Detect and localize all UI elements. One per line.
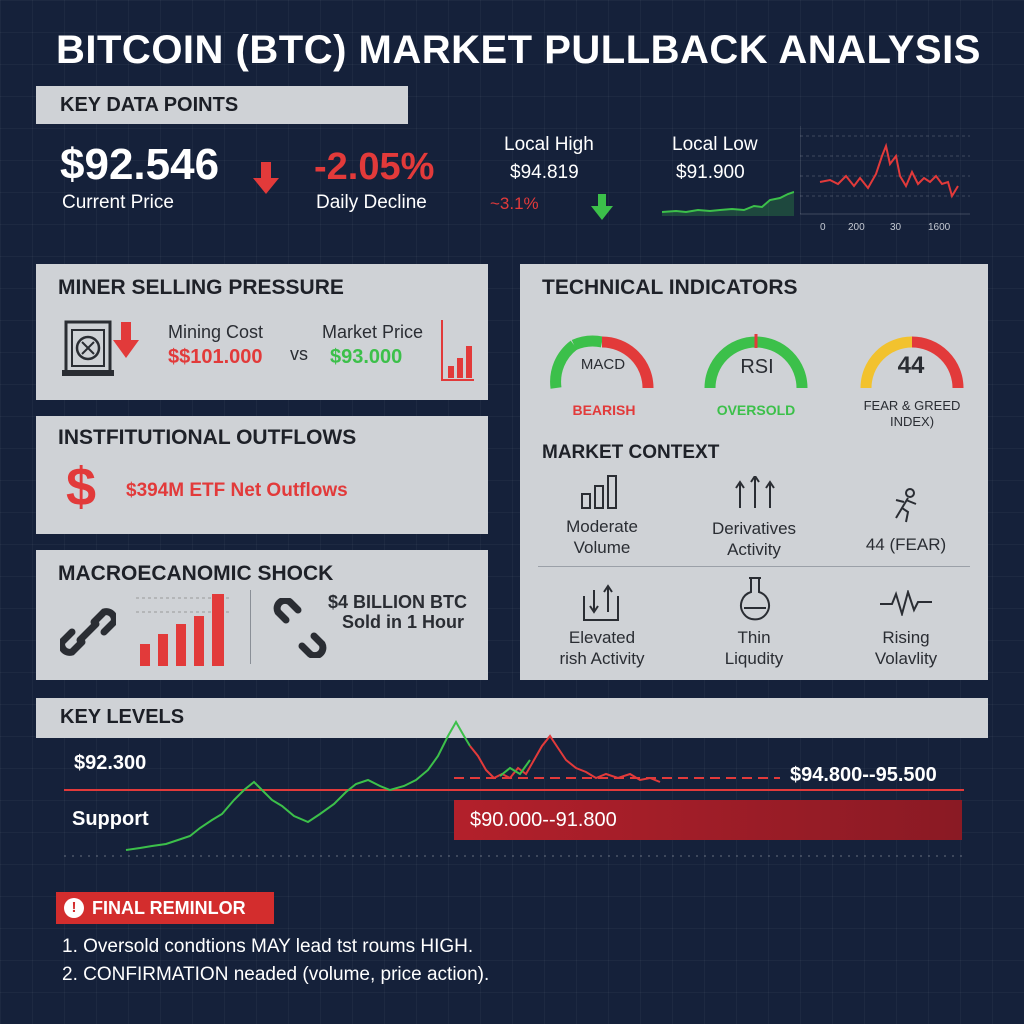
market-price-value: $93.000 xyxy=(330,346,403,368)
broken-chain-icon xyxy=(273,598,327,658)
elevated-activity-icon xyxy=(583,584,619,621)
chain-link-icon xyxy=(60,608,116,656)
macro-heading: MACROECANOMIC SHOCK xyxy=(58,562,334,585)
mining-cost-label: Mining Cost xyxy=(168,322,264,342)
resistance-range: $94.800--95.500 xyxy=(790,764,937,786)
local-low-sparkline xyxy=(662,191,794,216)
mining-cost-value: $$101.000 xyxy=(168,346,263,368)
current-price: $92.546 xyxy=(60,140,220,189)
ctx-liquidity-line1: Thin xyxy=(737,628,771,647)
local-high-change: ~3.1% xyxy=(490,194,539,213)
macd-status: BEARISH xyxy=(572,402,636,418)
mini-chart-tick-2: 30 xyxy=(890,222,902,233)
ctx-derivatives-line1: Derivatives xyxy=(711,519,797,538)
rsi-gauge xyxy=(704,334,808,389)
key-levels-chart xyxy=(64,719,964,857)
local-low-label: Local Low xyxy=(672,134,758,155)
derivatives-arrows-icon xyxy=(735,476,775,508)
rsi-label: RSI xyxy=(740,356,774,378)
local-high-value: $94.819 xyxy=(510,162,579,183)
final-reminder-heading: FINAL REMINLOR xyxy=(92,898,246,918)
ctx-elevated-line1: Elevated xyxy=(568,628,636,647)
ctx-fear: 44 (FEAR) xyxy=(865,535,947,554)
dollar-icon: $ xyxy=(66,457,97,517)
fear-greed-label-1: FEAR & GREED xyxy=(863,398,961,413)
volume-bars-icon xyxy=(581,475,617,509)
final-reminder-badge: ! FINAL REMINLOR xyxy=(56,892,274,924)
support-label: Support xyxy=(72,808,149,830)
support-zone: $90.000--91.800 xyxy=(454,800,962,840)
miner-panel: MINER SELLING PRESSURE Mining Cost $$101… xyxy=(36,264,488,400)
page-title: BITCOIN (BTC) MARKET PULLBACK ANALYSIS xyxy=(56,28,981,72)
alert-icon: ! xyxy=(64,898,84,918)
context-divider xyxy=(538,566,970,567)
fear-greed-value: 44 xyxy=(897,352,925,379)
key-data-heading: KEY DATA POINTS xyxy=(36,86,408,124)
ctx-volume-line2: Volume xyxy=(573,538,631,557)
mining-rig-icon xyxy=(62,320,114,376)
macro-line-1: $4 BILLION BTC xyxy=(328,592,468,612)
institutional-heading: INSTFITUTIONAL OUTFLOWS xyxy=(58,426,357,449)
macd-gauge xyxy=(550,335,654,389)
institutional-panel: INSTFITUTIONAL OUTFLOWS $ $394M ETF Net … xyxy=(36,416,488,534)
macro-panel: MACROECANOMIC SHOCK $4 BILLION BTC Sold … xyxy=(36,550,488,680)
daily-decline-label: Daily Decline xyxy=(316,192,427,213)
technical-heading: TECHNICAL INDICATORS xyxy=(542,276,798,299)
fear-greed-label-2: INDEX) xyxy=(889,414,935,429)
current-price-label: Current Price xyxy=(62,192,174,213)
ctx-volume-line1: Moderate xyxy=(566,517,638,536)
technical-panel: TECHNICAL INDICATORS MACD BEARISH RSI OV… xyxy=(520,264,988,680)
vs-label: vs xyxy=(290,344,308,364)
flask-icon xyxy=(740,577,770,621)
support-range: $90.000--91.800 xyxy=(470,809,617,831)
mini-chart-tick-1: 200 xyxy=(848,222,865,233)
price-level-label: $92.300 xyxy=(74,752,147,774)
sell-volume-bars-icon xyxy=(136,594,232,666)
running-person-icon xyxy=(895,488,917,523)
macd-label: MACD xyxy=(580,356,626,373)
bar-chart-icon xyxy=(441,320,474,381)
ctx-volatility-line1: Rising xyxy=(882,628,930,647)
down-arrow-icon xyxy=(253,162,279,194)
mini-chart-tick-0: 0 xyxy=(820,222,826,233)
reminder-line-2: 2. CONFIRMATION neaded (volume, price ac… xyxy=(62,964,490,985)
green-down-arrow-icon xyxy=(591,194,613,220)
reminder-line-1: 1. Oversold condtions MAY lead tst roums… xyxy=(62,936,474,957)
mini-chart-tick-3: 1600 xyxy=(928,222,951,233)
rsi-status: OVERSOLD xyxy=(716,402,796,418)
ctx-volatility-line2: Volavlity xyxy=(874,649,938,668)
mining-cost-down-arrow-icon xyxy=(113,322,139,358)
volatility-wave-icon xyxy=(880,590,932,616)
ctx-elevated-line2: rish Activity xyxy=(559,649,645,668)
key-levels-heading: KEY LEVELS xyxy=(36,698,988,738)
miner-heading: MINER SELLING PRESSURE xyxy=(58,276,344,299)
local-high-label: Local High xyxy=(504,134,594,155)
market-context-heading: MARKET CONTEXT xyxy=(542,442,720,463)
local-low-value: $91.900 xyxy=(676,162,745,183)
fear-greed-gauge xyxy=(860,336,964,389)
etf-outflows-value: $394M ETF Net Outflows xyxy=(126,480,348,501)
mini-price-chart xyxy=(800,126,970,215)
daily-decline-value: -2.05% xyxy=(314,146,435,188)
ctx-derivatives-line2: Activity xyxy=(727,540,781,559)
market-price-label: Market Price xyxy=(322,322,424,342)
macro-line-2: Sold in 1 Hour xyxy=(342,612,465,632)
macro-divider xyxy=(250,590,251,664)
ctx-liquidity-line2: Liqudity xyxy=(724,649,784,668)
